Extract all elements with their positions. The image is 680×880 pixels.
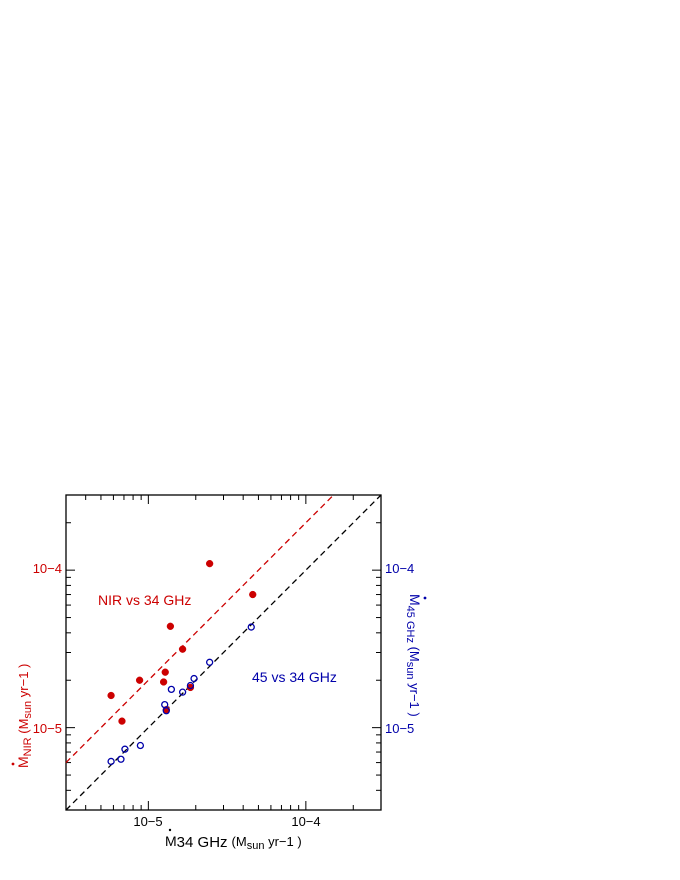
- y-right-axis-title-dot: [423, 596, 427, 600]
- point-series-0-7: [178, 645, 187, 653]
- x-axis-title-units-sub: sun: [247, 840, 265, 852]
- y-right-axis-title-units: (M: [407, 643, 422, 662]
- point-series-1-0: [107, 757, 115, 766]
- y-right-axis-title: M45 GHz (Msun yr−1 ): [404, 594, 427, 717]
- fit-line-series-0: [65, 494, 335, 764]
- x-axis-title-symbol: M: [165, 833, 177, 849]
- point-series-1-9: [190, 674, 198, 683]
- y-left-axis-title-symbol: M: [15, 756, 31, 768]
- point-series-1-3: [136, 741, 145, 750]
- point-series-1-8: [186, 681, 195, 690]
- y-right-axis-title-units-sub: sun: [404, 662, 416, 680]
- point-series-1-11: [247, 623, 255, 631]
- point-series-0-3: [159, 678, 168, 686]
- y-right-tick-label-1e-5: 10−5: [385, 721, 414, 736]
- y-right-tick-label-1e-4: 10−4: [385, 561, 414, 576]
- y-left-tick-label-1e-4: 10−4: [33, 561, 62, 576]
- svg-text:M45 GHz (Msun yr−1 ): M45 GHz (Msun yr−1 ): [404, 594, 423, 717]
- y-left-axis-title: MNIR (Msun yr−1 ): [11, 664, 34, 768]
- x-axis-title-sub: 34 GHz: [177, 834, 228, 851]
- x-axis-title-units: (M: [232, 834, 247, 849]
- svg-text:M34 GHz(Msun yr−1 ): M34 GHz (Msun yr−1 ): [165, 833, 302, 852]
- data-points: [107, 559, 257, 766]
- annotation-45-vs-34ghz: 45 vs 34 GHz: [252, 669, 337, 685]
- point-series-1-10: [205, 658, 214, 666]
- point-series-1-2: [121, 745, 129, 753]
- y-right-axis-title-sub: 45 GHz: [404, 606, 416, 643]
- point-series-0-10: [249, 590, 257, 599]
- y-right-axis-title-units-tail: yr−1 ): [407, 680, 422, 717]
- point-series-1-6: [167, 685, 176, 694]
- point-series-0-0: [107, 691, 115, 700]
- y-left-tick-label-1e-5: 10−5: [33, 721, 62, 736]
- y-left-axis-title-dot: [11, 762, 15, 766]
- x-axis-title-units-tail: yr−1 ): [264, 834, 301, 849]
- point-series-0-1: [118, 717, 126, 725]
- svg-text:MNIR (Msun yr−1 ): MNIR (Msun yr−1 ): [15, 664, 34, 768]
- x-axis-title-dot: [168, 828, 172, 832]
- x-axis-title: M34 GHz (Msun yr−1 ): [165, 828, 302, 852]
- y-left-axis-title-units-sub: sun: [22, 701, 34, 719]
- x-tick-label-1e-5: 10−5: [133, 814, 162, 829]
- point-series-1-7: [178, 688, 187, 696]
- x-tick-label-1e-4: 10−4: [291, 814, 320, 829]
- point-series-1-1: [117, 755, 125, 763]
- point-series-0-6: [166, 622, 175, 630]
- point-series-1-5: [162, 707, 170, 715]
- y-left-axis-title-sub: NIR: [22, 737, 34, 756]
- point-series-0-9: [205, 559, 214, 568]
- point-series-0-8: [186, 683, 195, 692]
- y-right-axis-title-symbol: M: [407, 594, 423, 606]
- y-left-axis-title-units-tail: yr−1 ): [16, 664, 31, 701]
- point-series-0-4: [161, 668, 169, 676]
- annotation-nir-vs-34ghz: NIR vs 34 GHz: [98, 592, 191, 608]
- point-series-0-2: [135, 676, 144, 684]
- y-left-axis-title-units: (M: [16, 719, 31, 738]
